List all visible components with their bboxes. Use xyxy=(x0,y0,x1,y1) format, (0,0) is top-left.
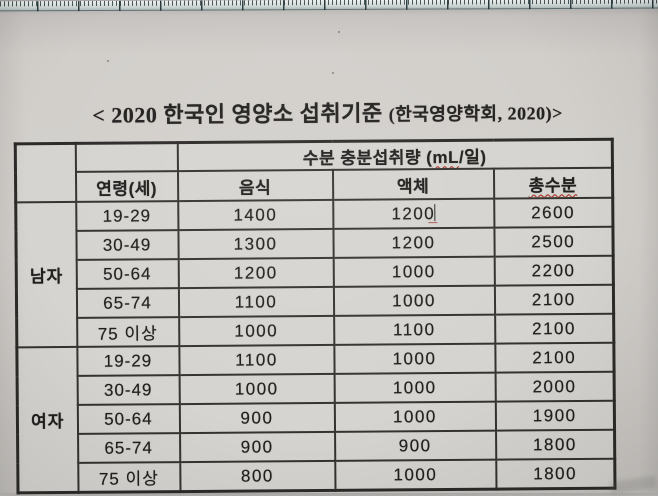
intake-header-suffix: /일) xyxy=(458,147,487,167)
age-cell: 65-74 xyxy=(76,288,179,318)
liquid-cell: 1000 xyxy=(334,372,496,403)
food-cell: 1000 xyxy=(179,373,335,405)
food-cell: 1200 xyxy=(178,257,334,289)
total-cell: 2000 xyxy=(495,371,615,402)
table-row: 30-49 1000 1000 2000 xyxy=(17,371,615,406)
food-cell: 1400 xyxy=(177,199,333,231)
liquid-cell: 1000 xyxy=(333,343,496,374)
age-cell: 75 이상 xyxy=(77,462,181,493)
total-cell: 1900 xyxy=(495,400,615,431)
dust-speck xyxy=(107,60,109,62)
food-cell: 1000 xyxy=(178,315,334,347)
table-row: 남자 19-29 1400 1200 2600 xyxy=(15,197,613,348)
table-row: 50-64 1200 1000 2200 xyxy=(16,255,614,290)
col-header-age: 연령(세) xyxy=(75,171,178,202)
liquid-cell: 1200 xyxy=(332,227,495,258)
table-row: 30-49 1300 1200 2500 xyxy=(16,226,614,261)
food-cell: 1300 xyxy=(177,228,334,260)
total-cell: 2500 xyxy=(493,226,614,257)
liquid-value: 1200 xyxy=(391,203,436,223)
intake-header-prefix: 수분 충분섭취량 ( xyxy=(302,147,433,168)
corner-cell xyxy=(15,143,76,203)
age-cell: 50-64 xyxy=(76,259,179,289)
age-cell: 19-29 xyxy=(75,201,178,231)
col-header-liquid: 액체 xyxy=(332,168,494,200)
table-row: 65-74 900 900 1800 xyxy=(18,429,615,464)
total-cell: 2200 xyxy=(494,255,614,286)
intake-span-header-cell: 수분 충분섭취량 (mL/일) xyxy=(177,139,613,172)
page-title-paren: (한국영양학회, 2020)> xyxy=(388,103,563,125)
food-cell: 900 xyxy=(179,402,335,434)
table-row: 75 이상 800 1000 1800 xyxy=(18,458,616,493)
page-title-main: < 2020 한국인 영양소 섭취기준 xyxy=(92,100,389,128)
col-header-total: 총수분 xyxy=(493,167,613,199)
liquid-cell: 1000 xyxy=(333,285,495,316)
total-cell: 2100 xyxy=(494,313,614,344)
table-row: 65-74 1100 1000 2100 xyxy=(16,284,614,319)
liquid-cell: 1100 xyxy=(333,314,495,345)
water-intake-table: 수분 충분섭취량 (mL/일) 연령(세) 음식 액체 총수분 남자 19-29… xyxy=(13,137,617,495)
total-cell: 1800 xyxy=(495,458,616,490)
liquid-cell: 900 xyxy=(334,430,496,461)
food-cell: 1100 xyxy=(178,286,334,318)
food-cell: 900 xyxy=(179,431,335,463)
age-cell: 30-49 xyxy=(75,230,179,260)
intake-header-unit: mL xyxy=(432,147,460,167)
group-label-male: 남자 xyxy=(15,201,77,348)
age-cell: 19-29 xyxy=(76,346,180,376)
table-row: 50-64 900 1000 1900 xyxy=(17,400,615,435)
page-title: < 2020 한국인 영양소 섭취기준 (한국영양학회, 2020)> xyxy=(0,93,657,130)
liquid-cell: 1000 xyxy=(334,459,496,491)
col-header-food: 음식 xyxy=(177,169,333,202)
age-header-spacer-cell xyxy=(75,142,178,172)
total-cell: 2100 xyxy=(494,342,615,373)
liquid-cell: 1000 xyxy=(334,401,496,432)
liquid-cell: 1000 xyxy=(333,256,495,287)
table-row: 여자 19-29 1100 1000 2100 xyxy=(16,342,615,493)
dust-speck xyxy=(338,31,340,33)
liquid-cell: 1200 xyxy=(332,198,494,229)
total-cell: 2100 xyxy=(494,284,614,315)
total-cell: 2600 xyxy=(493,197,613,228)
age-cell: 30-49 xyxy=(77,375,180,405)
age-cell: 75 이상 xyxy=(76,317,179,347)
food-cell: 1100 xyxy=(178,344,335,376)
group-label-female: 여자 xyxy=(16,346,79,493)
total-cell: 1800 xyxy=(495,429,615,460)
table-row: 75 이상 1000 1100 2100 xyxy=(17,313,614,348)
food-cell: 800 xyxy=(179,460,335,492)
table-header-row-2: 연령(세) 음식 액체 총수분 xyxy=(15,167,613,203)
dust-speck xyxy=(332,72,334,74)
age-cell: 65-74 xyxy=(77,433,180,463)
age-cell: 50-64 xyxy=(77,404,180,434)
text-cursor[interactable] xyxy=(433,204,436,222)
